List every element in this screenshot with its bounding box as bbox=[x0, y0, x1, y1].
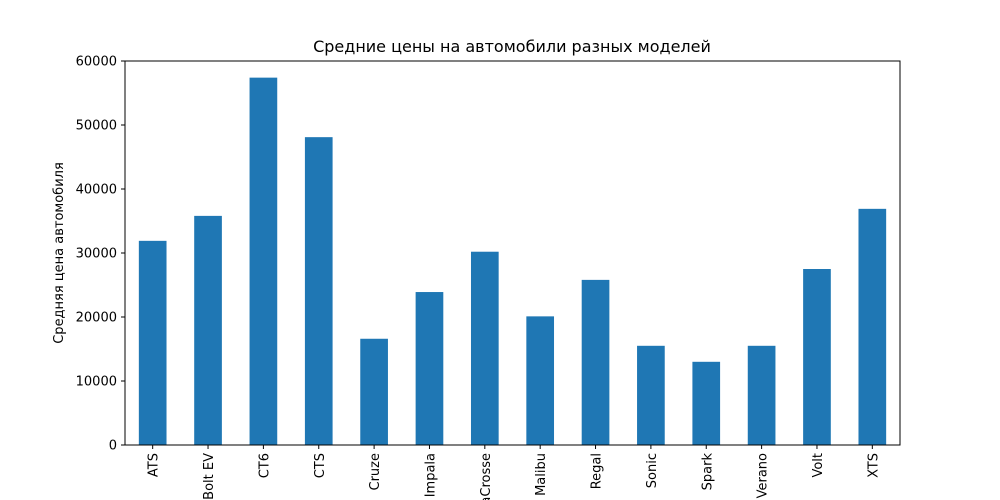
x-tick-label: Malibu bbox=[534, 453, 549, 496]
y-axis-label: Средняя цена автомобиля bbox=[52, 162, 67, 344]
bar bbox=[637, 345, 665, 445]
x-tick-label: Sonic bbox=[645, 453, 660, 488]
x-tick-label: Cruze bbox=[368, 453, 383, 490]
y-tick-label: 10000 bbox=[76, 375, 117, 390]
x-tick-label: Impala bbox=[423, 453, 438, 497]
bar bbox=[194, 215, 222, 445]
plot-frame bbox=[124, 60, 901, 446]
bar bbox=[581, 279, 610, 445]
y-tick-label: 30000 bbox=[76, 247, 117, 262]
x-tick-label: CT6 bbox=[257, 453, 272, 478]
x-tick-label: CTS bbox=[313, 453, 328, 478]
bars-group bbox=[138, 77, 887, 445]
bar bbox=[692, 361, 721, 445]
bar bbox=[803, 269, 831, 445]
y-tick-label: 40000 bbox=[76, 183, 117, 198]
y-axis: 0 10000 20000 30000 40000 50000 60000 bbox=[76, 55, 125, 454]
bar bbox=[858, 208, 887, 445]
x-tick-label: ATS bbox=[147, 453, 162, 477]
bar bbox=[304, 137, 333, 445]
x-tick-label: Bolt EV bbox=[202, 453, 217, 500]
y-tick-label: 20000 bbox=[76, 311, 117, 326]
x-tick-label: Volt bbox=[811, 453, 826, 478]
bar bbox=[470, 251, 499, 445]
y-tick-label: 60000 bbox=[76, 55, 117, 70]
x-tick-label: Spark bbox=[700, 453, 715, 491]
bar bbox=[249, 77, 278, 445]
x-tick-label: LaCrosse bbox=[479, 453, 494, 500]
chart-title: Средние цены на автомобили разных моделе… bbox=[313, 37, 711, 56]
bar bbox=[415, 292, 444, 445]
x-tick-label: Verano bbox=[756, 453, 771, 498]
x-axis: ATS Bolt EV CT6 CTS Cruze Impala LaCrosse Malib… bbox=[147, 445, 881, 500]
x-tick-label: XTS bbox=[866, 453, 881, 478]
y-tick-label: 50000 bbox=[76, 119, 117, 134]
bar bbox=[747, 345, 776, 445]
bar bbox=[526, 316, 555, 445]
y-tick-label: 0 bbox=[109, 439, 117, 454]
x-tick-label: Regal bbox=[590, 453, 605, 489]
bar bbox=[138, 240, 167, 445]
bar bbox=[360, 338, 388, 445]
